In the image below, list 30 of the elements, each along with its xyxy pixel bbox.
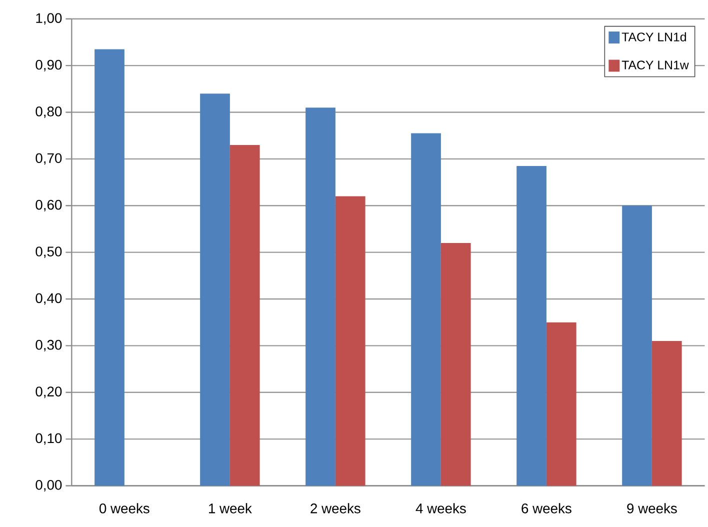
bar: [546, 322, 576, 486]
bar: [516, 166, 546, 486]
bar: [440, 243, 471, 486]
y-tick-label: 0,50: [36, 246, 62, 258]
bar: [306, 108, 336, 486]
y-tick-label: 0,10: [36, 434, 62, 446]
x-tick-label: 6 weeks: [522, 503, 572, 514]
y-tick-label: 0,30: [36, 340, 62, 352]
x-tick-label: 9 weeks: [627, 503, 677, 514]
y-tick-label: 0,60: [36, 200, 62, 212]
legend-label: TACY LN1w: [622, 60, 689, 70]
bar: [411, 134, 441, 486]
y-tick-label: 0,70: [36, 153, 62, 165]
bar: [652, 341, 682, 486]
bar: [335, 196, 366, 486]
y-tick-label: 1,00: [36, 13, 62, 25]
legend-label: TACY LN1d: [622, 32, 686, 42]
x-tick-label: 1 week: [208, 503, 252, 514]
y-tick-label: 0,20: [36, 386, 62, 398]
bar: [94, 49, 124, 486]
y-tick-label: 0,40: [36, 293, 62, 305]
bar: [230, 145, 260, 486]
bar: [200, 94, 230, 486]
y-tick-label: 0,90: [36, 60, 62, 72]
y-tick-label: 0,80: [36, 106, 62, 118]
x-tick-label: 0 weeks: [100, 503, 150, 514]
bar: [622, 206, 652, 486]
y-tick-label: 0,00: [36, 480, 62, 492]
x-tick-label: 4 weeks: [416, 503, 466, 514]
x-tick-label: 2 weeks: [310, 503, 360, 514]
